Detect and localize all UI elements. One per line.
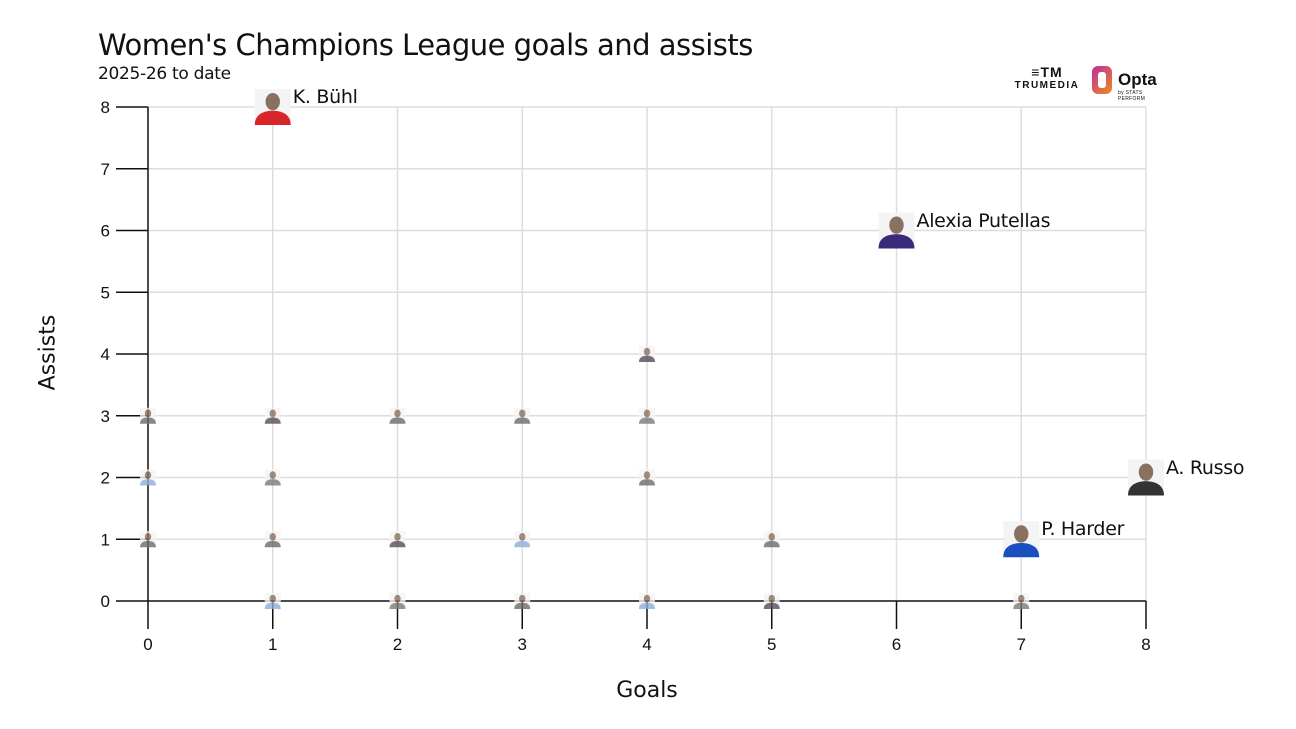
y-tick-label: 4: [101, 345, 110, 364]
player-headshot-icon: [1128, 459, 1164, 496]
player-label: K. Bühl: [292, 86, 358, 108]
player-headshot-icon: [140, 531, 156, 548]
logo-area: ≡TM TRUMEDIA Opta by STATS PERFORM: [1012, 64, 1192, 104]
player-headshot-icon: [514, 407, 531, 424]
player-headshot-icon: [639, 407, 655, 424]
player-headshot-icon: [389, 593, 406, 609]
player-headshot-icon: [264, 531, 281, 548]
chart-subtitle: 2025-26 to date: [98, 64, 231, 84]
x-tick-label: 7: [1017, 635, 1026, 654]
x-tick-label: 3: [518, 635, 527, 654]
x-tick-label: 0: [143, 635, 152, 654]
opta-subtext: by STATS PERFORM: [1118, 90, 1146, 102]
player-headshot-icon: [264, 407, 281, 424]
opta-wordmark: Opta: [1118, 70, 1157, 89]
player-headshot-icon: [389, 407, 406, 424]
player-headshot-icon: [264, 593, 281, 609]
y-tick-label: 6: [101, 222, 110, 241]
player-label: P. Harder: [1041, 518, 1125, 541]
player-headshot-icon: [639, 593, 655, 609]
player-headshot-icon: [763, 593, 780, 609]
player-headshot-icon: [878, 212, 915, 249]
y-tick-label: 3: [101, 407, 110, 426]
y-tick-label: 8: [101, 98, 110, 117]
trumedia-logo: ≡TM TRUMEDIA: [1012, 64, 1082, 91]
y-axis-label: Assists: [35, 314, 61, 391]
player-headshot-icon: [514, 531, 531, 548]
chart-title: Women's Champions League goals and assis…: [98, 28, 753, 62]
trumedia-mark-icon: ≡TM: [1031, 64, 1063, 80]
x-tick-label: 2: [393, 635, 402, 654]
player-headshot-icon: [639, 346, 655, 362]
player-headshot-icon: [254, 89, 291, 125]
player-headshot-icon: [514, 593, 531, 609]
x-tick-label: 4: [642, 635, 651, 654]
player-headshot-icon: [264, 469, 281, 486]
y-tick-label: 2: [101, 469, 110, 488]
player-headshot-icon: [763, 531, 780, 548]
player-headshot-icon: [140, 407, 156, 424]
x-tick-label: 5: [767, 635, 776, 654]
player-headshot-icon: [639, 469, 655, 486]
x-tick-label: 1: [268, 635, 277, 654]
y-tick-label: 0: [101, 592, 110, 611]
player-label: Alexia Putellas: [916, 209, 1051, 232]
opta-logo: Opta by STATS PERFORM: [1092, 66, 1157, 102]
player-headshot-icon: [1013, 593, 1030, 609]
x-tick-label: 6: [892, 635, 901, 654]
y-tick-label: 5: [101, 283, 110, 302]
y-tick-label: 1: [101, 530, 110, 549]
x-axis-label: Goals: [616, 678, 678, 703]
opta-mark-icon: [1092, 66, 1112, 94]
player-headshot-icon: [140, 469, 156, 486]
player-headshot-icon: [389, 531, 406, 548]
x-tick-label: 8: [1141, 635, 1150, 654]
player-headshot-icon: [1003, 521, 1040, 558]
trumedia-wordmark: TRUMEDIA: [1014, 80, 1080, 91]
y-tick-label: 7: [101, 160, 110, 179]
player-label: A. Russo: [1166, 456, 1245, 479]
